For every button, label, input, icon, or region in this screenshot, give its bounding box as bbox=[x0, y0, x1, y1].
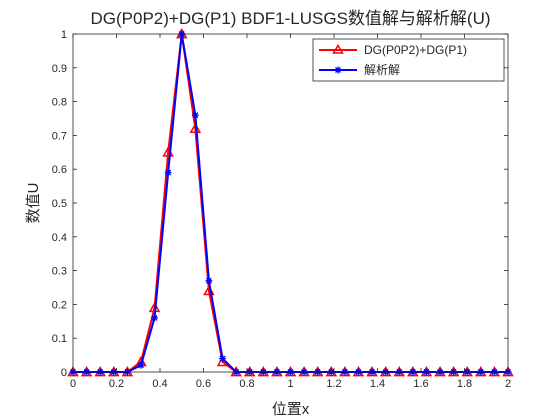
legend-marker-series-1 bbox=[332, 44, 344, 54]
series-2-point bbox=[191, 111, 199, 119]
y-tick-label: 0.1 bbox=[52, 333, 67, 345]
y-tick-label: 0 bbox=[61, 367, 67, 379]
x-tick-label: 0.2 bbox=[109, 378, 124, 390]
series-2-point bbox=[151, 314, 158, 322]
x-tick-label: 0.6 bbox=[196, 378, 211, 390]
legend: DG(P0P2)+DG(P1) 解析解 bbox=[312, 38, 505, 82]
x-tick-label: 1.2 bbox=[326, 378, 341, 390]
chart-title: DG(P0P2)+DG(P1) BDF1-LUSGS数值解与解析解(U) bbox=[90, 9, 490, 28]
axis-ticks: 0 0.2 0.4 0.6 0.8 1 1.2 1.4 1.6 1.8 2 0 0.1 0.2 0.3 0.4… bbox=[52, 29, 511, 390]
y-tick-label: 0.7 bbox=[52, 130, 67, 142]
x-tick-label: 0.4 bbox=[152, 378, 167, 390]
y-tick-label: 1 bbox=[61, 29, 67, 41]
x-tick-label: 1 bbox=[287, 378, 293, 390]
plot-area bbox=[73, 34, 508, 372]
plot-frame bbox=[72, 33, 509, 373]
legend-label-series-2: 解析解 bbox=[364, 63, 400, 77]
x-tick-label: 1.4 bbox=[370, 378, 385, 390]
legend-label-series-1: DG(P0P2)+DG(P1) bbox=[364, 43, 467, 57]
y-tick-label: 0.8 bbox=[52, 97, 67, 109]
series-2-point bbox=[205, 277, 213, 285]
y-tick-label: 0.9 bbox=[52, 63, 67, 75]
y-tick-label: 0.4 bbox=[52, 232, 67, 244]
y-tick-label: 0.3 bbox=[52, 266, 67, 278]
y-axis-title: 数值U bbox=[25, 183, 42, 224]
x-tick-label: 0 bbox=[70, 378, 76, 390]
x-tick-label: 0.8 bbox=[239, 378, 254, 390]
x-tick-label: 1.6 bbox=[413, 378, 428, 390]
x-tick-label: 2 bbox=[505, 378, 511, 390]
x-tick-label: 1.8 bbox=[457, 378, 472, 390]
y-tick-label: 0.6 bbox=[52, 164, 67, 176]
series-2-point bbox=[219, 355, 226, 362]
series-2-point bbox=[137, 361, 145, 369]
legend-box bbox=[312, 38, 505, 82]
legend-marker-series-2 bbox=[334, 66, 342, 74]
series-2-point bbox=[164, 169, 172, 176]
y-tick-label: 0.2 bbox=[52, 299, 67, 311]
series-1-point bbox=[189, 122, 202, 133]
y-tick-label: 0.5 bbox=[52, 198, 67, 210]
x-axis-title: 位置x bbox=[272, 401, 310, 418]
